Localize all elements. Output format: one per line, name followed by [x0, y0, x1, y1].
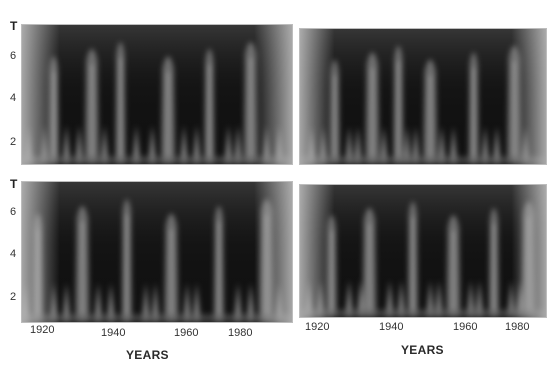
x-tick-right-1920: 1920: [305, 321, 330, 333]
low-period-spike: [356, 280, 365, 317]
edge-glow-right: [254, 25, 292, 164]
low-period-spike: [94, 283, 103, 322]
bright-band-core: [367, 223, 371, 317]
low-period-spike: [183, 283, 192, 322]
low-period-spike: [234, 125, 242, 164]
low-period-spike: [148, 125, 157, 164]
bright-band-core: [217, 221, 221, 322]
low-period-spike: [151, 283, 160, 322]
heatmap-top-right: [300, 29, 546, 164]
low-period-spike: [75, 125, 84, 164]
bright-band-core: [396, 61, 400, 164]
x-tick-right-1960: 1960: [453, 321, 478, 333]
bright-band-core: [428, 75, 432, 164]
bright-band-core: [370, 68, 374, 164]
edge-glow-right: [511, 185, 546, 317]
low-period-spike: [492, 126, 501, 164]
y-axis-label-bottom: T: [10, 177, 18, 191]
low-period-spike: [411, 126, 420, 164]
low-period-spike: [141, 283, 150, 322]
bright-band-core: [249, 57, 253, 164]
bright-band-core: [118, 57, 122, 164]
heatmap-shading: [300, 29, 546, 164]
low-period-spike: [246, 283, 255, 322]
x-tick-left-1920: 1920: [30, 324, 55, 336]
y-tick-top-6: 6: [10, 50, 17, 62]
panel-bottom-right: [299, 184, 547, 318]
x-tick-right-1980: 1980: [505, 321, 530, 333]
panel-top-left: [21, 24, 293, 165]
low-period-spike: [426, 280, 435, 317]
low-period-spike: [345, 280, 354, 317]
bright-band-core: [90, 64, 94, 164]
y-tick-top-4: 4: [10, 92, 17, 104]
low-period-spike: [192, 283, 201, 322]
heatmap-bottom-left: [22, 182, 292, 322]
low-period-spike: [345, 126, 354, 164]
edge-glow-left: [300, 185, 335, 317]
edge-glow-left: [22, 182, 60, 322]
low-period-strip: [300, 156, 546, 164]
low-period-spike: [192, 125, 201, 164]
x-axis-label-left: YEARS: [126, 348, 169, 362]
low-period-spike: [437, 126, 446, 164]
bright-band-core: [411, 217, 415, 317]
bright-band-core: [80, 221, 84, 322]
edge-glow-left: [300, 29, 335, 164]
bright-band-core: [169, 229, 173, 322]
bright-band-core: [472, 68, 476, 164]
x-axis-label-right: YEARS: [401, 343, 444, 357]
x-tick-left-1960: 1960: [174, 327, 199, 339]
low-period-spike: [466, 280, 475, 317]
low-period-spike: [62, 125, 71, 164]
edge-glow-right: [254, 182, 292, 322]
low-period-spike: [434, 280, 443, 317]
low-period-spike: [180, 125, 188, 164]
panel-top-right: [299, 28, 547, 165]
y-tick-bottom-4: 4: [10, 248, 17, 260]
low-period-spike: [449, 126, 458, 164]
y-tick-top-2: 2: [10, 136, 17, 148]
panel-bottom-left: [21, 181, 293, 323]
bright-band-core: [125, 215, 129, 322]
low-period-spike: [385, 280, 394, 317]
heatmap-shading: [300, 185, 546, 317]
y-tick-bottom-6: 6: [10, 206, 17, 218]
low-period-spike: [379, 126, 388, 164]
low-period-spike: [353, 126, 362, 164]
x-tick-left-1940: 1940: [101, 327, 126, 339]
low-period-spike: [475, 280, 484, 317]
bright-band-core: [492, 223, 496, 317]
low-period-strip: [22, 314, 292, 322]
edge-glow-left: [22, 25, 60, 164]
heatmap-top-left: [22, 25, 292, 164]
bright-band-core: [207, 64, 211, 164]
low-period-strip: [300, 309, 546, 317]
bright-band-core: [166, 72, 170, 164]
low-period-spike: [100, 125, 109, 164]
low-period-strip: [22, 156, 292, 164]
low-period-spike: [132, 125, 141, 164]
low-period-spike: [234, 283, 242, 322]
low-period-spike: [224, 125, 233, 164]
heatmap-bottom-right: [300, 185, 546, 317]
y-tick-bottom-2: 2: [10, 291, 17, 303]
low-period-spike: [62, 283, 71, 322]
low-period-spike: [106, 283, 115, 322]
low-period-spike: [481, 126, 490, 164]
x-tick-left-1980: 1980: [228, 327, 253, 339]
bright-band-core: [333, 75, 337, 164]
low-period-spike: [397, 280, 406, 317]
low-period-spike: [403, 126, 412, 164]
bright-band-core: [451, 230, 455, 317]
edge-glow-right: [511, 29, 546, 164]
x-tick-right-1940: 1940: [379, 321, 404, 333]
y-axis-label-top: T: [10, 19, 18, 33]
